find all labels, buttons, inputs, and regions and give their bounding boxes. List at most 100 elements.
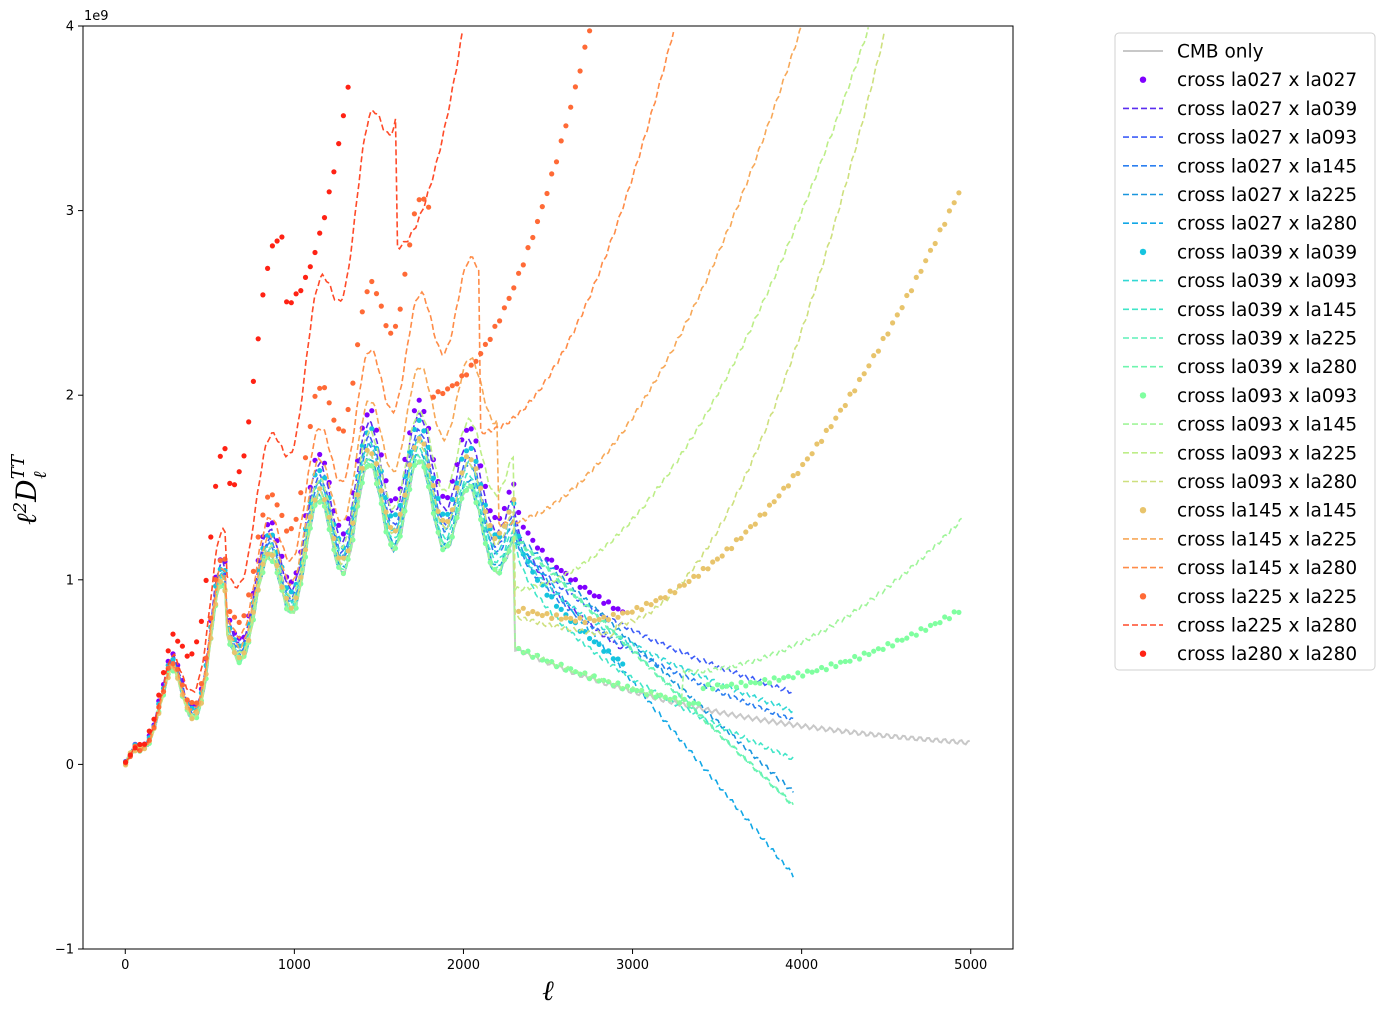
y-offset-text: 1e9 — [84, 9, 109, 24]
data-point — [530, 234, 536, 241]
data-point — [913, 274, 919, 280]
data-point — [359, 309, 365, 315]
data-point — [463, 448, 470, 454]
data-point — [416, 417, 422, 423]
data-point — [497, 534, 503, 540]
x-axis-label: ℓ — [542, 974, 554, 1007]
data-point — [184, 653, 190, 659]
data-point — [828, 424, 834, 430]
data-point — [298, 574, 304, 580]
data-point — [908, 631, 915, 637]
legend-label: cross la039 x la225 — [1177, 329, 1357, 350]
data-point — [473, 466, 479, 472]
data-point — [250, 378, 256, 384]
data-point — [558, 616, 564, 622]
data-point — [293, 595, 299, 601]
data-point — [241, 650, 247, 656]
data-point — [492, 514, 498, 521]
data-point — [757, 512, 763, 518]
data-point — [828, 661, 834, 667]
series-markers — [123, 190, 962, 768]
x-axis: 0 1000 2000 3000 4000 5000 — [121, 949, 987, 973]
data-point — [605, 648, 612, 654]
data-point — [596, 593, 602, 600]
legend-entry: cross la093 x la225 — [1123, 443, 1357, 464]
data-point — [307, 514, 313, 520]
data-point — [610, 605, 616, 612]
data-point — [852, 653, 858, 660]
data-point — [312, 497, 318, 503]
legend-entry: cross la225 x la280 — [1123, 616, 1357, 637]
data-point — [279, 584, 285, 590]
data-point — [255, 587, 261, 593]
legend-entry: cross la093 x la280 — [1123, 472, 1357, 493]
data-point — [269, 243, 275, 249]
series-line — [124, 31, 464, 763]
data-point — [369, 408, 375, 414]
data-point — [227, 608, 233, 615]
data-point — [378, 488, 384, 494]
data-point — [288, 300, 294, 306]
data-point — [217, 566, 223, 572]
data-point — [468, 457, 474, 463]
data-point — [326, 514, 332, 520]
data-point — [615, 614, 621, 620]
legend-label: cross la027 x la145 — [1177, 156, 1357, 177]
data-point — [894, 637, 900, 643]
data-point — [317, 230, 323, 236]
data-point — [497, 318, 503, 324]
data-point — [340, 428, 346, 434]
data-point — [345, 406, 351, 413]
data-point — [288, 526, 294, 532]
data-point — [198, 618, 204, 625]
data-point — [927, 622, 934, 629]
data-point — [563, 123, 569, 129]
legend-frame — [1114, 32, 1376, 671]
data-point — [610, 656, 616, 662]
data-point — [179, 643, 185, 649]
data-point — [430, 475, 436, 481]
legend-entry: cross la039 x la093 — [1123, 271, 1357, 292]
data-point — [776, 493, 782, 499]
data-point — [520, 605, 526, 611]
data-point — [440, 493, 446, 499]
data-point — [833, 663, 839, 670]
legend-marker — [1139, 248, 1147, 256]
data-point — [620, 661, 626, 667]
data-point — [506, 509, 512, 515]
data-point — [208, 534, 214, 540]
legend: CMB only cross la027 x la027 cross la027 x… — [1114, 32, 1376, 671]
data-point — [213, 483, 219, 489]
data-point — [274, 502, 280, 508]
data-point — [686, 701, 692, 707]
data-point — [951, 609, 957, 615]
data-point — [520, 524, 526, 530]
data-point — [577, 68, 583, 74]
data-point — [208, 615, 214, 621]
data-point — [752, 521, 758, 527]
data-point — [416, 436, 422, 442]
data-point — [288, 589, 294, 595]
data-point — [804, 668, 811, 674]
data-point — [317, 486, 323, 492]
legend-entry: cross la145 x la280 — [1123, 558, 1357, 579]
legend-label: cross la027 x la225 — [1177, 185, 1357, 206]
data-point — [364, 447, 370, 453]
data-point — [771, 499, 777, 505]
data-point — [539, 204, 545, 210]
data-point — [653, 694, 659, 700]
data-point — [875, 348, 882, 354]
data-point — [563, 615, 569, 621]
data-point — [217, 453, 223, 459]
data-point — [837, 659, 844, 665]
data-point — [752, 680, 758, 686]
data-point — [885, 641, 891, 647]
data-point — [553, 612, 560, 618]
data-point — [411, 211, 417, 217]
legend-label: cross la093 x la145 — [1177, 415, 1357, 436]
data-point — [170, 661, 176, 667]
data-point — [894, 312, 900, 318]
data-point — [345, 548, 351, 554]
data-point — [279, 234, 285, 240]
